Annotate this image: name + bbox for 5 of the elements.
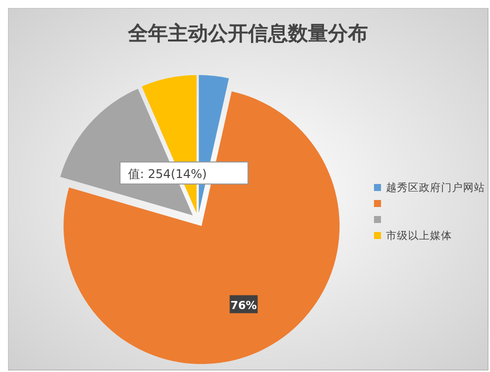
legend-label: 越秀区政府门户网站 [386, 181, 485, 194]
text: 值: 254(14%) [128, 167, 207, 181]
data-label: 76% [230, 299, 257, 312]
legend-label: 市级以上媒体 [386, 229, 452, 242]
chart-title: 全年主动公开信息数量分布 [127, 21, 368, 45]
